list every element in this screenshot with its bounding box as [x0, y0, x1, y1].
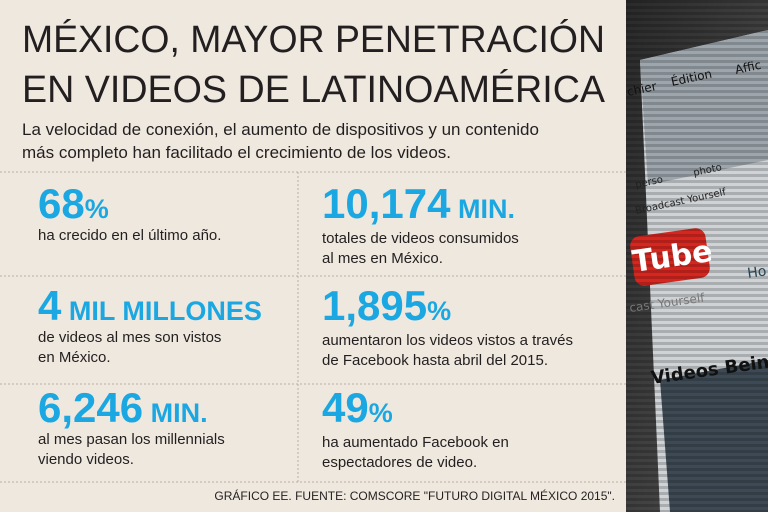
stat-unit: %: [369, 398, 393, 428]
stats: 68%ha crecido en el último año.10,174 MI…: [38, 180, 573, 471]
photo: chier Édition Affic perso photo Broadcas…: [626, 0, 768, 512]
panel: [0, 0, 626, 512]
photo-link: Ho: [746, 263, 767, 282]
stat-value: 10,174 MIN.: [322, 180, 515, 227]
source: GRÁFICO EE. FUENTE: COMSCORE "FUTURO DIG…: [214, 488, 615, 503]
stat-text: viendo videos.: [38, 451, 134, 468]
stat-value: 68%: [38, 180, 109, 227]
stat-unit: MIN.: [450, 194, 515, 224]
photo-stripes: [626, 0, 768, 512]
stat-number: 6,246: [38, 384, 143, 431]
stat-value: 4 MIL MILLONES: [38, 282, 262, 329]
stat-text: de videos al mes son vistos: [38, 329, 221, 346]
stat-number: 49: [322, 384, 369, 431]
stat-text: aumentaron los videos vistos a través: [322, 332, 573, 349]
stat-text: espectadores de video.: [322, 454, 477, 471]
stat-unit: MIN.: [143, 398, 208, 428]
stat-value: 6,246 MIN.: [38, 384, 208, 431]
stat-number: 10,174: [322, 180, 451, 227]
photo-menu: Affic: [734, 58, 763, 77]
stat-text: totales de videos consumidos: [322, 230, 519, 247]
stat-unit: %: [85, 194, 109, 224]
stat-text: ha aumentado Facebook en: [322, 434, 509, 451]
stat-text: al mes pasan los millennials: [38, 431, 225, 448]
stat-text: de Facebook hasta abril del 2015.: [322, 352, 548, 369]
stat-unit: MIL MILLONES: [61, 296, 262, 326]
stat-text: ha crecido en el último año.: [38, 227, 221, 244]
title: EN VIDEOS DE LATINOAMÉRICA: [22, 68, 606, 111]
stat-unit: %: [427, 296, 451, 326]
stat-number: 1,895: [322, 282, 427, 329]
stat-value: 49%: [322, 384, 393, 431]
photo-menu: chier: [626, 79, 658, 99]
title: MÉXICO, MAYOR PENETRACIÓN: [22, 18, 605, 61]
stat-value: 1,895%: [322, 282, 451, 329]
stat-number: 4: [38, 282, 62, 329]
stat-text: al mes en México.: [322, 250, 443, 267]
stat-text: en México.: [38, 349, 111, 366]
subtitle: más completo han facilitado el crecimien…: [22, 143, 451, 162]
stat-number: 68: [38, 180, 85, 227]
subtitle: La velocidad de conexión, el aumento de …: [22, 120, 539, 139]
